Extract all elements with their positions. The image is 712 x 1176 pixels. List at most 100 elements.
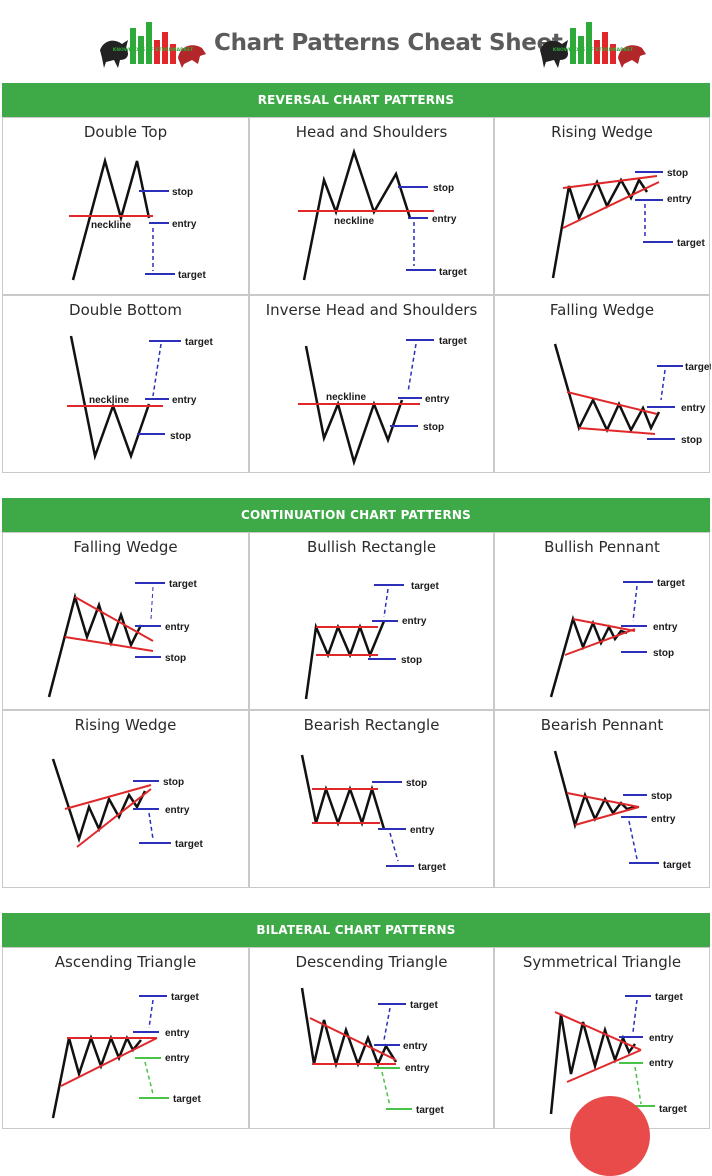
stop-label: stop xyxy=(406,778,427,789)
pattern-title: Bullish Pennant xyxy=(544,538,660,556)
entry-label: entry xyxy=(681,403,706,414)
support-trendline xyxy=(60,1037,158,1087)
pattern-title: Rising Wedge xyxy=(74,716,177,734)
lower-trendline xyxy=(564,628,636,656)
upper-trendline xyxy=(566,391,658,415)
section-band-bilateral: BILATERAL CHART PATTERNS xyxy=(2,913,710,947)
projection-line xyxy=(632,585,638,622)
entry-label: entry xyxy=(165,622,190,633)
pattern-card-bearish-pennant: Bearish Pennant stop entry target xyxy=(494,710,710,888)
stop-label: stop xyxy=(433,183,454,194)
stop-label: stop xyxy=(165,653,186,664)
price-line xyxy=(47,592,143,698)
entry-label: entry xyxy=(172,219,197,230)
target-down-label: target xyxy=(416,1105,444,1116)
target-label: target xyxy=(411,581,439,592)
resistance-trendline xyxy=(309,1017,397,1061)
pattern-card-bearish-rectangle: Bearish Rectangle stop entry target xyxy=(249,710,494,888)
lower-trendline xyxy=(574,806,640,826)
stop-label: stop xyxy=(653,648,674,659)
price-line xyxy=(549,1013,636,1115)
price-line xyxy=(304,345,404,467)
neckline-label: neckline xyxy=(334,216,374,227)
header: KNOWLEDGE OF STOCKMARKET Chart Patterns … xyxy=(0,0,712,80)
section-band-reversal: REVERSAL CHART PATTERNS xyxy=(2,83,710,117)
target-label: target xyxy=(439,336,467,347)
upper-trendline xyxy=(566,792,640,808)
pattern-title: Falling Wedge xyxy=(549,301,655,319)
price-line xyxy=(302,147,412,281)
price-line xyxy=(553,750,636,830)
pattern-card-double-top: Double Top neckline stop entry target xyxy=(2,117,249,295)
upper-trendline xyxy=(74,596,154,642)
entry-label: entry xyxy=(432,214,457,225)
pattern-title: Bullish Rectangle xyxy=(306,538,437,556)
upper-trendline xyxy=(554,1011,642,1051)
target-up-label: target xyxy=(655,992,683,1003)
entry-label: entry xyxy=(653,622,678,633)
entry-down-label: entry xyxy=(405,1063,430,1074)
target-down-label: target xyxy=(173,1094,201,1105)
pattern-title: Rising Wedge xyxy=(551,123,653,141)
neckline-label: neckline xyxy=(326,392,366,403)
pattern-title: Bearish Pennant xyxy=(540,716,664,734)
target-label: target xyxy=(418,862,446,873)
target-label: target xyxy=(439,267,467,278)
pattern-title: Descending Triangle xyxy=(295,953,448,971)
pattern-card-inverse-head-and-shoulders: Inverse Head and Shoulders neckline targ… xyxy=(249,295,494,473)
price-line xyxy=(553,343,661,433)
projection-line xyxy=(407,343,417,393)
stop-label: stop xyxy=(172,187,193,198)
pattern-card-bullish-pennant: Bullish Pennant target entry stop xyxy=(494,532,710,710)
target-up-label: target xyxy=(171,992,199,1003)
price-line xyxy=(71,156,151,281)
projection-line xyxy=(150,586,154,620)
projection-line xyxy=(628,820,638,860)
pattern-title: Double Bottom xyxy=(69,301,182,319)
bull-bear-logo-right xyxy=(540,22,646,68)
logo-caption-left: KNOWLEDGE OF STOCKMARKET xyxy=(112,48,194,53)
pattern-card-rising-wedge: Rising Wedge stop entry target xyxy=(494,117,710,295)
stop-label: stop xyxy=(170,431,191,442)
target-label: target xyxy=(677,238,705,249)
floating-action-button[interactable] xyxy=(570,1096,650,1176)
price-line xyxy=(300,987,398,1069)
pattern-card-falling-wedge-reversal: Falling Wedge target entry stop xyxy=(494,295,711,473)
projection-line xyxy=(660,369,666,401)
page-title: Chart Patterns Cheat Sheet xyxy=(214,30,563,56)
logo-caption-right: KNOWLEDGE OF STOCKMARKET xyxy=(552,48,634,53)
price-line xyxy=(304,620,386,700)
projection-line xyxy=(152,343,162,397)
projection-line xyxy=(383,588,389,618)
projection-up-line xyxy=(148,999,154,1029)
upper-trendline xyxy=(64,784,152,810)
upper-trendline xyxy=(562,175,658,189)
target-label: target xyxy=(685,362,711,373)
entry-label: entry xyxy=(425,394,450,405)
target-label: target xyxy=(663,860,691,871)
stop-label: stop xyxy=(423,422,444,433)
target-down-label: target xyxy=(659,1104,687,1115)
neckline-label: neckline xyxy=(89,395,129,406)
lower-trendline xyxy=(562,181,660,229)
entry-label: entry xyxy=(410,825,435,836)
lower-trendline xyxy=(64,636,154,652)
neckline-label: neckline xyxy=(91,220,131,231)
pattern-card-head-and-shoulders: Head and Shoulders neckline stop entry t… xyxy=(249,117,494,295)
entry-label: entry xyxy=(402,616,427,627)
projection-up-line xyxy=(632,999,638,1033)
pattern-card-falling-wedge: Falling Wedge target entry stop xyxy=(2,532,249,710)
projection-up-line xyxy=(383,1007,391,1041)
entry-label: entry xyxy=(172,395,197,406)
projection-down-line xyxy=(634,1066,642,1105)
entry-label: entry xyxy=(651,814,676,825)
upper-trendline xyxy=(572,618,636,632)
stop-label: stop xyxy=(667,168,688,179)
pattern-title: Bearish Rectangle xyxy=(303,716,440,734)
lower-trendline xyxy=(578,427,656,435)
entry-up-label: entry xyxy=(165,1028,190,1039)
pattern-title: Symmetrical Triangle xyxy=(522,953,682,971)
entry-up-label: entry xyxy=(649,1033,674,1044)
pattern-card-double-bottom: Double Bottom neckline target entry stop xyxy=(2,295,249,473)
price-line xyxy=(300,754,386,830)
